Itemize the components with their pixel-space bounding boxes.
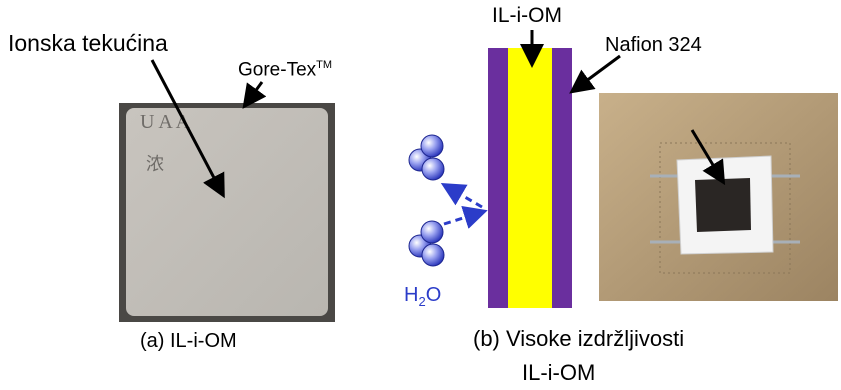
svg-text:浓: 浓 <box>146 154 164 174</box>
caption-b-line2: IL-i-OM <box>522 360 596 385</box>
liquid-arrow <box>150 59 225 199</box>
device-photo <box>599 93 838 301</box>
device-arrow <box>690 129 726 186</box>
water-molecule-bottom <box>408 220 445 267</box>
water-in-arrow <box>443 205 488 229</box>
gore-tex-arrow <box>242 81 267 109</box>
membrane <box>488 48 572 308</box>
sample-photo: U A A 浓 <box>119 103 335 322</box>
caption-a: (a) IL-i-OM <box>140 330 237 352</box>
water-out-arrow <box>440 182 483 209</box>
water-molecule-top <box>408 134 445 181</box>
water-label: H2O <box>404 284 442 309</box>
caption-b: (b) Visoke izdržljivosti <box>473 326 685 351</box>
svg-text:U A A: U A A <box>140 111 191 133</box>
nafion-arrow <box>569 54 621 94</box>
gore-tex-label: Gore-TexTM <box>238 59 333 81</box>
liquid-label: Ionska tekućina <box>8 30 168 56</box>
il-om-label: IL-i-OM <box>492 4 562 27</box>
nafion-label: Nafion 324 <box>605 34 702 56</box>
